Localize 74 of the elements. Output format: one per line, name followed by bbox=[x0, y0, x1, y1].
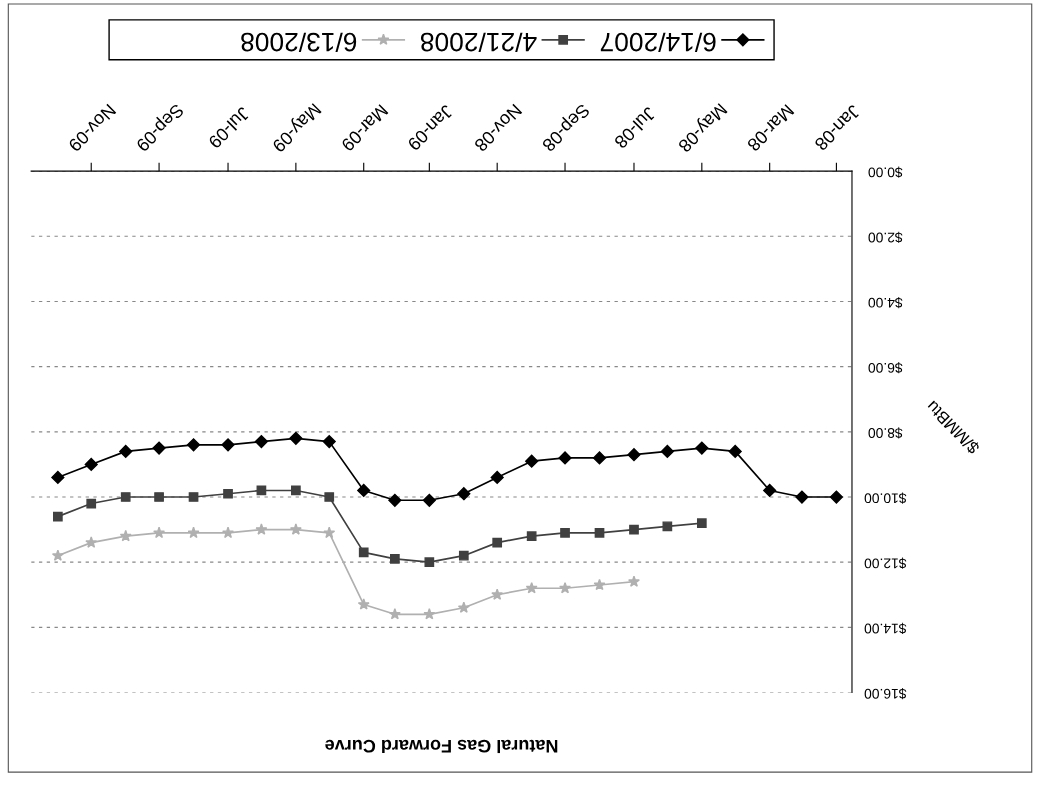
point bbox=[51, 549, 64, 561]
point bbox=[85, 536, 98, 548]
point bbox=[153, 526, 166, 539]
y-tick-label: $16.00 bbox=[864, 687, 907, 700]
point bbox=[323, 526, 336, 539]
point bbox=[457, 487, 471, 501]
point bbox=[86, 498, 97, 509]
point bbox=[763, 483, 777, 498]
point bbox=[695, 441, 709, 455]
point bbox=[795, 490, 809, 504]
point bbox=[390, 554, 400, 564]
point bbox=[152, 441, 166, 455]
point bbox=[119, 444, 133, 458]
point bbox=[322, 435, 336, 449]
y-tick-label: $10.00 bbox=[864, 492, 907, 504]
point bbox=[119, 529, 132, 542]
legend-label: 4/21/2008 bbox=[420, 32, 537, 53]
point bbox=[629, 524, 639, 535]
point bbox=[388, 493, 402, 507]
point bbox=[324, 492, 335, 502]
y-tick-label: $8.00 bbox=[868, 427, 903, 439]
point bbox=[120, 492, 131, 502]
point bbox=[559, 581, 572, 594]
point bbox=[223, 488, 233, 499]
point bbox=[222, 526, 235, 539]
point bbox=[424, 557, 435, 568]
point bbox=[154, 492, 164, 502]
point bbox=[357, 483, 371, 498]
point bbox=[696, 518, 707, 528]
point bbox=[422, 493, 436, 507]
point bbox=[357, 598, 370, 610]
y-tick-label: $0.00 bbox=[868, 166, 903, 178]
point bbox=[728, 444, 742, 458]
point bbox=[558, 451, 572, 465]
point bbox=[491, 588, 504, 600]
point bbox=[592, 451, 607, 465]
legend-label: 6/13/2008 bbox=[241, 32, 357, 53]
point bbox=[84, 457, 98, 472]
point bbox=[628, 575, 640, 587]
point bbox=[255, 523, 268, 535]
point bbox=[289, 431, 303, 445]
point bbox=[254, 435, 268, 449]
point bbox=[289, 523, 302, 535]
point bbox=[560, 527, 570, 538]
y-tick-label: $2.00 bbox=[868, 231, 903, 243]
point bbox=[358, 547, 369, 558]
point bbox=[490, 470, 504, 485]
point bbox=[221, 438, 235, 452]
point bbox=[593, 578, 606, 591]
point bbox=[492, 537, 503, 548]
legend-label: 6/14/2007 bbox=[600, 32, 716, 53]
y-tick-label: $12.00 bbox=[864, 557, 907, 569]
point bbox=[188, 492, 199, 502]
point bbox=[291, 485, 301, 496]
point bbox=[526, 531, 537, 541]
point bbox=[525, 454, 539, 468]
point bbox=[525, 581, 538, 594]
y-tick-label: $14.00 bbox=[864, 622, 907, 635]
point bbox=[457, 601, 470, 613]
point bbox=[388, 608, 401, 620]
point bbox=[187, 526, 200, 539]
point bbox=[53, 511, 63, 522]
point bbox=[458, 550, 469, 561]
point bbox=[51, 470, 65, 485]
point bbox=[423, 608, 436, 620]
point bbox=[594, 527, 605, 538]
point bbox=[627, 448, 641, 462]
point bbox=[660, 444, 674, 458]
y-tick-label: $4.00 bbox=[868, 296, 903, 309]
point bbox=[829, 490, 843, 504]
y-tick-label: $6.00 bbox=[868, 362, 903, 374]
point bbox=[186, 438, 201, 452]
text: Natural Gas Forward Curve bbox=[325, 739, 558, 754]
point bbox=[662, 521, 673, 532]
